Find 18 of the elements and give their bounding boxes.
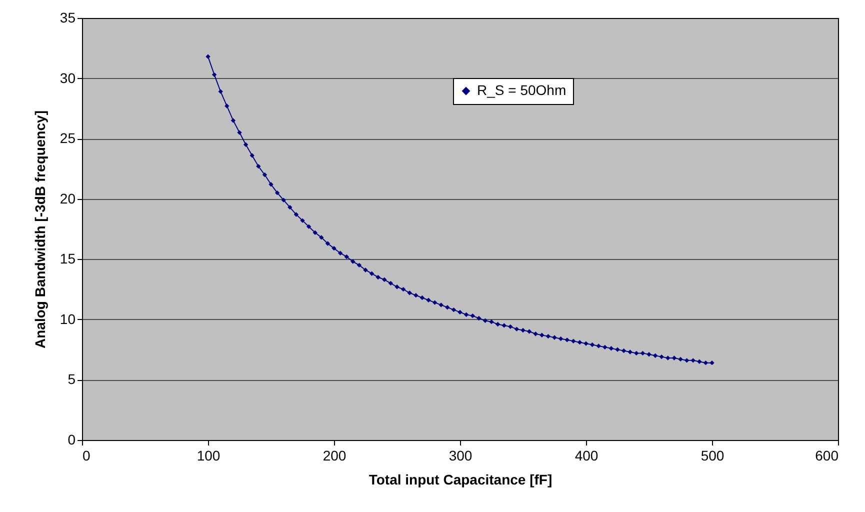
y-axis-title: Analog Bandwidth [-3dB frequency] [32, 110, 48, 348]
y-tick-label: 35 [60, 10, 76, 26]
y-tick-label: 10 [60, 310, 76, 327]
x-axis-title: Total input Capacitance [fF] [368, 472, 552, 488]
y-tick-label: 15 [60, 250, 76, 267]
y-tick-label: 20 [60, 190, 76, 206]
legend-label: R_S = 50Ohm [477, 82, 566, 98]
x-tick-label: 500 [700, 448, 724, 464]
x-tick-label: 100 [196, 448, 220, 464]
y-tick-label: 0 [68, 432, 76, 448]
x-tick-label: 0 [82, 448, 90, 464]
x-tick-label: 600 [815, 448, 839, 464]
y-tick-label: 5 [68, 371, 76, 388]
x-tick-label: 400 [574, 448, 598, 464]
x-tick-label: 200 [322, 448, 346, 464]
y-tick-label: 25 [60, 130, 76, 146]
y-tick-label: 30 [60, 70, 76, 86]
x-tick-label: 300 [448, 448, 472, 464]
